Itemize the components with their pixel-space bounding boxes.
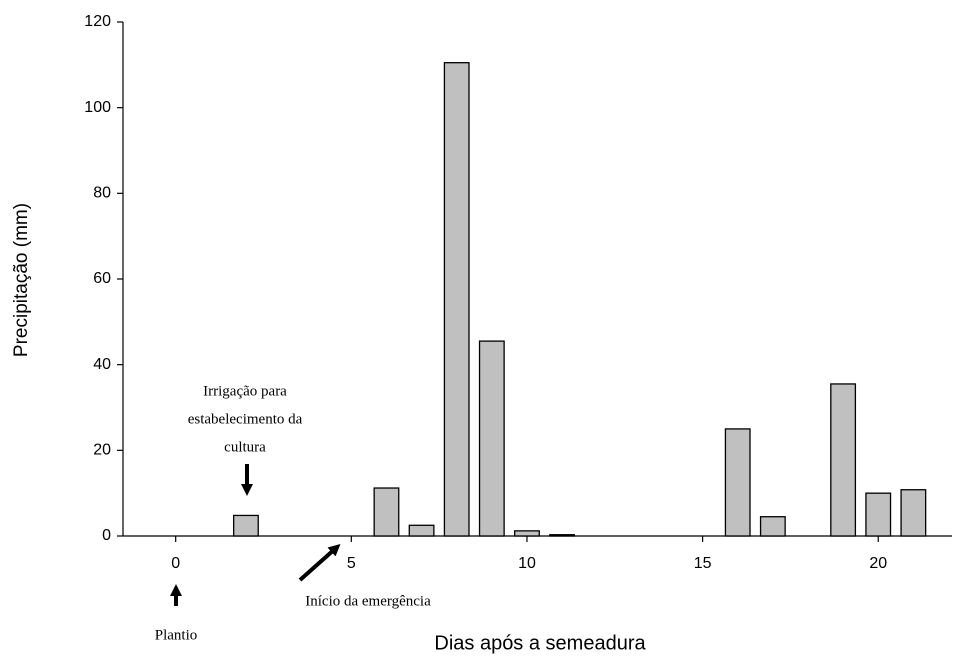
x-axis-title: Dias após a semeadura [434,632,646,654]
y-tick-label: 0 [102,527,111,544]
y-tick-label: 80 [93,185,111,202]
bar [373,487,400,537]
bar [549,534,576,537]
x-tick-label: 20 [869,555,887,572]
annotation: Irrigação para [203,383,287,399]
y-tick-label: 120 [84,13,111,30]
y-tick-label: 60 [93,270,111,287]
x-tick-label: 15 [694,555,712,572]
x-tick-label: 10 [518,555,536,572]
x-tick-label: 0 [171,555,180,572]
arrow [298,544,341,582]
bar [724,428,751,537]
bar [865,492,892,537]
bar [830,383,857,537]
annotation: Início da emergência [305,593,431,609]
bar [759,516,786,537]
annotation: estabelecimento da [188,411,303,427]
y-tick-label: 20 [93,442,111,459]
bar [900,489,927,537]
y-tick-label: 40 [93,356,111,373]
bar [478,340,505,537]
y-tick-label: 100 [84,99,111,116]
x-tick-label: 5 [347,555,356,572]
annotation: cultura [224,439,266,455]
bar [408,524,435,537]
annotation: Plantio [155,627,198,643]
bar [443,62,470,537]
bar [233,514,259,537]
y-axis-title: Precipitação (mm) [11,203,32,357]
bar [514,530,540,537]
